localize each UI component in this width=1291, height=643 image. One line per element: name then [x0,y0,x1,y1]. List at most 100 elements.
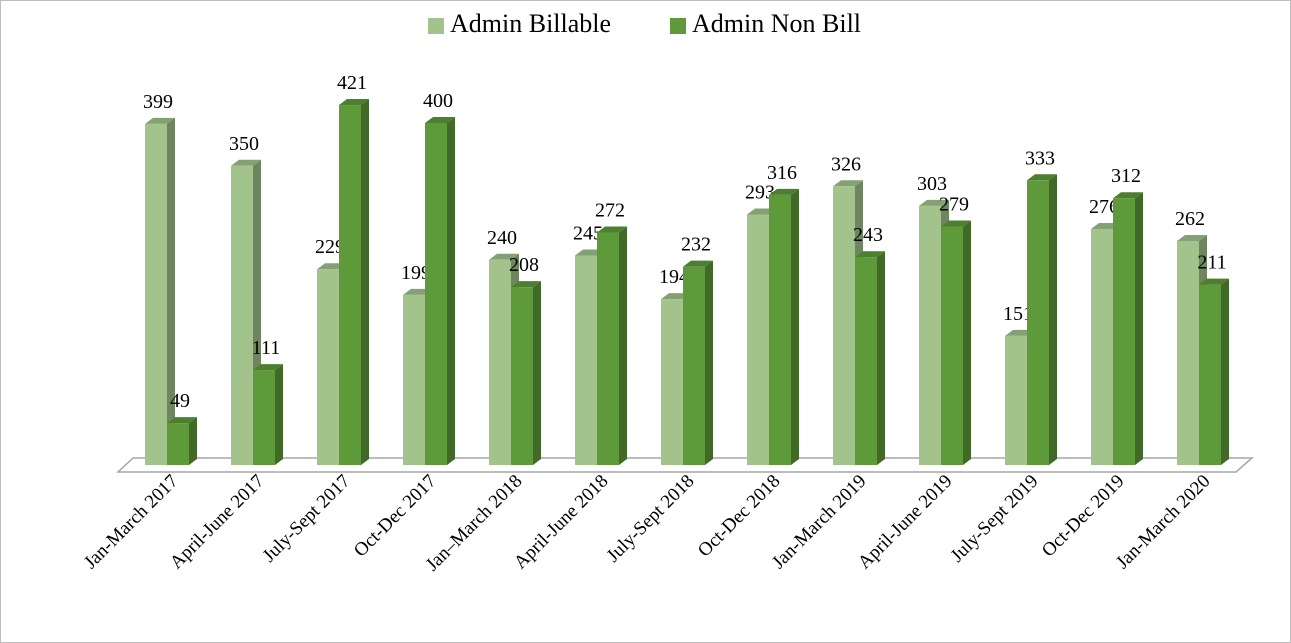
bar-top [1177,234,1207,241]
bar-top [941,220,971,227]
bar-top [1113,192,1143,199]
value-label: 276 [1089,196,1119,218]
bar [941,220,971,465]
bar-front [145,123,167,465]
bar-top [231,159,261,166]
value-label: 245 [573,223,603,245]
bar [511,281,541,465]
bar-side [167,117,175,465]
value-label: 208 [509,254,539,276]
bar [855,251,885,465]
bar-front [855,257,877,465]
bar-front [253,370,275,465]
bar-front [339,105,361,466]
value-label: 229 [315,236,345,258]
bar-top [597,226,627,233]
bar-front [833,186,855,465]
value-label: 333 [1025,147,1055,169]
bar [683,260,713,465]
value-label: 350 [229,133,259,155]
bar-front [919,205,941,465]
value-label: 316 [767,162,797,184]
bar [1027,174,1057,465]
bar-side [791,188,799,465]
value-label: 240 [487,227,517,249]
bar-top [1199,278,1229,285]
value-label: 49 [170,390,190,412]
bar-front [1091,229,1113,465]
bar [1199,278,1229,465]
value-label: 326 [831,153,861,175]
bar-top [919,199,949,206]
bar-side [447,117,455,465]
bar-top [1027,174,1057,181]
value-label: 303 [917,173,947,195]
bar-side [1221,278,1229,465]
value-label: 194 [659,266,689,288]
bar-side [1135,192,1143,466]
bar-front [747,214,769,465]
bar-top [833,180,863,187]
bar-front [425,123,447,465]
bar-front [1177,240,1199,465]
value-label: 111 [252,337,281,359]
bar-front [769,194,791,465]
bar-top [489,253,519,260]
legend-swatch [428,18,444,34]
bar-top [425,117,455,123]
value-label: 199 [401,262,431,284]
bar [167,417,197,465]
bar-top [339,99,369,106]
bar-top [145,117,175,124]
bar-top [683,260,713,267]
bar-side [189,417,197,465]
bar-top [253,364,283,371]
bar-front [1199,284,1221,465]
legend-label: Admin Billable [450,9,611,38]
value-label: 399 [143,91,173,113]
bar-front [489,259,511,465]
bar-front [511,287,533,465]
value-label: 279 [939,193,969,215]
bar-top [167,417,197,424]
value-label: 293 [745,181,775,203]
bar [1113,192,1143,466]
value-label: 151 [1003,303,1033,325]
bar-side [619,226,627,465]
bar [425,117,455,465]
legend-label: Admin Non Bill [692,9,861,38]
bar-side [361,99,369,466]
value-label: 243 [853,224,883,246]
bar-front [1005,335,1027,465]
bar-side [963,220,971,465]
bar-front [1113,198,1135,466]
bar-side [877,251,885,465]
bar-front [167,423,189,465]
legend-swatch [670,18,686,34]
value-label: 232 [681,234,711,256]
bar-front [575,255,597,465]
bar-front [941,226,963,465]
bar [597,226,627,465]
bar-side [275,364,283,465]
bar-side [705,260,713,465]
bar [769,188,799,465]
bar-top [769,188,799,195]
bar [253,364,283,465]
bar-top [511,281,541,288]
bar-side [533,281,541,465]
bar [339,99,369,466]
bar-front [683,266,705,465]
bar-top [855,251,885,258]
value-label: 262 [1175,208,1205,230]
bar-front [231,165,253,465]
bar [145,117,175,465]
value-label: 312 [1111,165,1141,187]
bar-side [1049,174,1057,465]
bar-front [403,294,425,465]
value-label: 400 [423,90,453,112]
bar-front [661,299,683,465]
bar-front [1027,180,1049,465]
